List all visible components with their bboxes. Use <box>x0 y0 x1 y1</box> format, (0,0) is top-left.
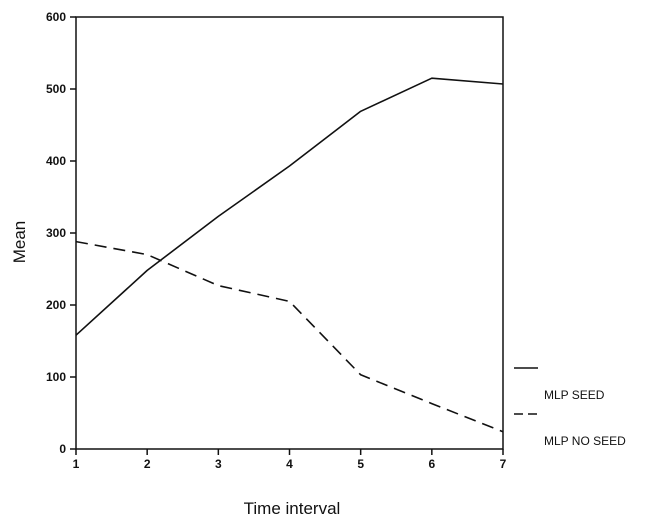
plot-frame <box>75 16 504 450</box>
legend-label: MLP SEED <box>544 388 605 402</box>
tick-labels: 0 100 200 300 400 500 600 1 2 3 4 5 6 7 <box>46 10 507 471</box>
legend-label: MLP NO SEED <box>544 434 626 448</box>
x-tick-label: 1 <box>73 457 80 471</box>
y-axis-title: Mean <box>10 221 29 264</box>
x-tick-label: 4 <box>286 457 293 471</box>
x-tick-label: 6 <box>428 457 435 471</box>
series-line-mlp-no-seed <box>75 240 504 433</box>
tick-marks <box>70 16 504 455</box>
x-tick-label: 3 <box>215 457 222 471</box>
y-tick-label: 500 <box>46 82 66 96</box>
series-line-mlp-seed <box>75 77 504 336</box>
plot-area-border <box>75 16 504 450</box>
y-tick-label: 300 <box>46 226 66 240</box>
y-tick-label: 200 <box>46 298 66 312</box>
y-tick-label: 400 <box>46 154 66 168</box>
y-tick-label: 600 <box>46 10 66 24</box>
series-layer <box>75 77 504 433</box>
y-tick-label: 0 <box>59 442 66 456</box>
x-axis-title: Time interval <box>244 499 341 518</box>
y-tick-label: 100 <box>46 370 66 384</box>
x-tick-label: 5 <box>357 457 364 471</box>
x-tick-label: 7 <box>500 457 507 471</box>
x-tick-label: 2 <box>144 457 151 471</box>
legend: MLP SEED MLP NO SEED <box>514 367 626 448</box>
